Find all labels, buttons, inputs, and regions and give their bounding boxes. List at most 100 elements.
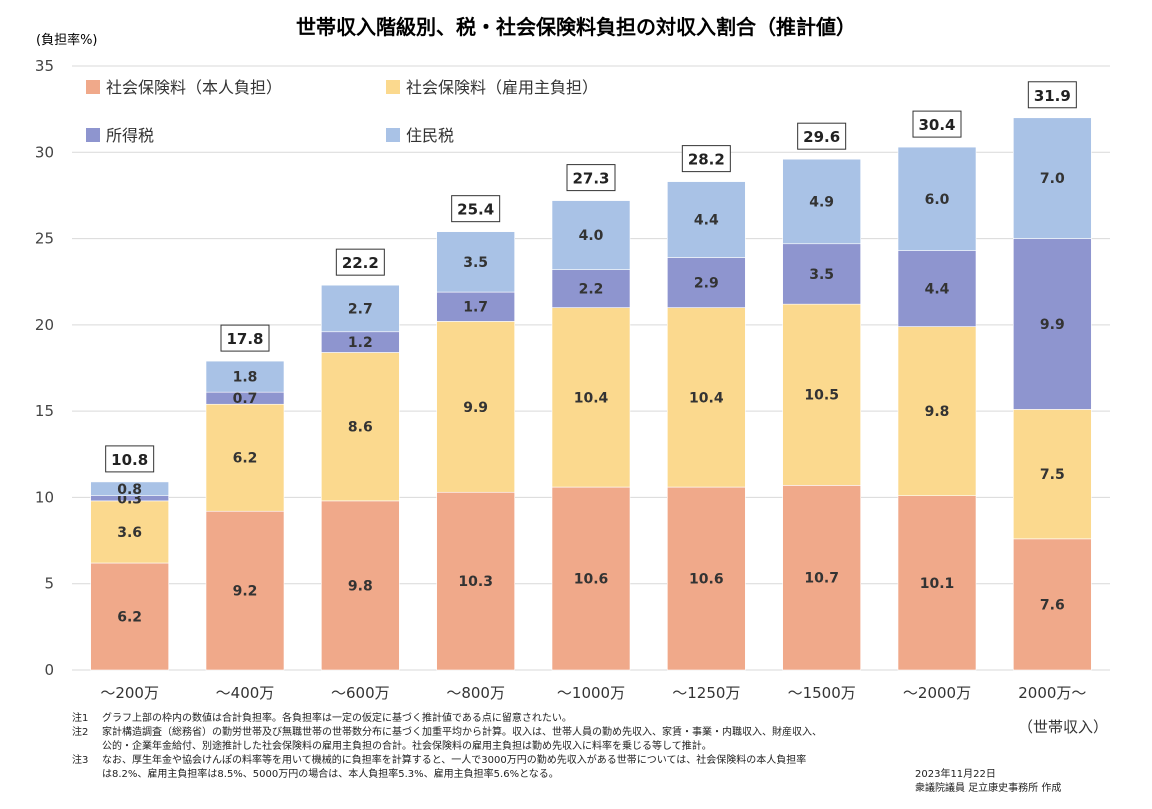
- legend-swatch: [386, 80, 400, 94]
- footnote-tag: 注2: [72, 727, 89, 738]
- footnote-text: 家計構造調査（総務省）の勤労世帯及び無職世帯の世帯数分布に基づく加重平均から計算…: [102, 727, 822, 738]
- footnote-tag: 注1: [72, 713, 89, 724]
- bar-segment: [90, 481, 169, 497]
- x-tick-label: ～1000万: [557, 684, 625, 702]
- data-label: 4.4: [694, 213, 719, 229]
- data-label: 3.5: [463, 255, 488, 271]
- bar-segment: [321, 500, 400, 671]
- bar-segment: [205, 403, 285, 512]
- y-tick-label: 15: [35, 402, 54, 420]
- data-label: 9.8: [348, 578, 373, 594]
- data-label: 7.5: [1040, 467, 1065, 483]
- bar-segment: [782, 303, 861, 486]
- bar-segment: [436, 491, 515, 671]
- footnote-text: グラフ上部の枠内の数値は合計負担率。各負担率は一定の仮定に基づく推計値である点に…: [102, 713, 572, 724]
- y-tick-label: 5: [44, 575, 54, 593]
- data-label: 6.2: [117, 610, 142, 626]
- data-label: 4.0: [579, 228, 604, 244]
- data-label: 4.4: [925, 282, 950, 298]
- bar-segment: [1013, 117, 1092, 239]
- data-label: 1.7: [463, 300, 488, 316]
- data-label: 10.5: [804, 388, 839, 404]
- bars: 6.23.60.30.810.89.26.20.71.817.89.88.61.…: [90, 81, 1092, 671]
- data-label: 2.2: [579, 282, 604, 298]
- legend-label: 所得税: [106, 126, 154, 145]
- total-box: [681, 145, 731, 173]
- bar-segment: [436, 321, 515, 493]
- legend-label: 住民税: [406, 126, 454, 145]
- bar-segment: [897, 326, 977, 497]
- total-label: 22.2: [342, 254, 379, 272]
- bar-segment: [436, 291, 515, 322]
- bar-segment: [667, 181, 746, 258]
- data-label: 3.6: [117, 525, 142, 541]
- total-box: [566, 164, 616, 192]
- bar-segment: [897, 250, 977, 327]
- total-label: 10.8: [111, 451, 148, 469]
- footnote-2-cont: 公的・企業年金給付、別途推計した社会保険料の雇用主負担の合計。社会保険料の雇用主…: [102, 741, 712, 752]
- total-label: 29.6: [803, 128, 840, 146]
- data-label: 10.1: [920, 576, 955, 592]
- y-tick-label: 0: [44, 661, 54, 679]
- bar-segment: [90, 500, 169, 564]
- legend-label: 社会保険料（本人負担）: [106, 78, 282, 97]
- total-label: 27.3: [572, 170, 609, 188]
- data-label: 7.6: [1040, 597, 1065, 613]
- legend-label: 社会保険料（雇用主負担）: [406, 78, 598, 97]
- total-box: [335, 248, 385, 276]
- data-label: 10.6: [689, 572, 724, 588]
- data-label: 6.0: [925, 192, 950, 208]
- bar-segment: [782, 243, 861, 305]
- x-axis-ticks: ～200万 ～400万 ～600万 ～800万 ～1000万 ～1250万 ～1500万 ～2…: [100, 684, 1086, 702]
- bar-segment: [1013, 538, 1092, 671]
- data-label: 2.7: [348, 301, 373, 317]
- x-tick-label: ～800万: [446, 684, 505, 702]
- bar-segment: [321, 352, 400, 502]
- y-tick-label: 10: [35, 488, 54, 506]
- bar-segment: [782, 158, 861, 245]
- bar-segment: [321, 284, 400, 333]
- total-box: [105, 445, 155, 473]
- footnote-3: 注3 なお、厚生年金や協会けんぽの料率等を用いて機械的に負担率を計算すると、一人…: [72, 754, 972, 768]
- bar-segment: [205, 510, 285, 671]
- data-label: 1.8: [233, 370, 258, 386]
- bar-segment: [551, 307, 631, 488]
- bar-segment: [1013, 409, 1092, 540]
- footnote-2: 注2 家計構造調査（総務省）の勤労世帯及び無職世帯の世帯数分布に基づく加重平均か…: [72, 726, 972, 740]
- data-label: 9.2: [233, 584, 258, 600]
- total-label: 31.9: [1034, 87, 1071, 105]
- data-label: 9.8: [925, 404, 950, 420]
- total-box: [1027, 81, 1077, 109]
- bar-segment: [551, 486, 631, 671]
- y-axis-label: (負担率%): [36, 32, 98, 48]
- x-axis-unit-label: （世帯収入）: [1018, 718, 1109, 736]
- credit-date: 2023年11月22日: [915, 769, 996, 780]
- total-box: [451, 195, 501, 223]
- data-label: 1.2: [348, 335, 373, 351]
- legend-swatch: [86, 128, 100, 142]
- total-box: [912, 110, 962, 138]
- data-label: 10.4: [689, 390, 724, 406]
- data-label: 10.6: [574, 572, 609, 588]
- footnote-3-cont: は8.2%、雇用主負担率は8.5%、5000万円の場合は、本人負担率5.3%、雇…: [102, 769, 559, 780]
- total-label: 30.4: [918, 116, 955, 134]
- data-label: 7.0: [1040, 171, 1065, 187]
- chart-title: 世帯収入階級別、税・社会保険料負担の対収入割合（推計値）: [296, 15, 856, 39]
- credit: 2023年11月22日 衆議院議員 足立康史事務所 作成: [915, 768, 1061, 796]
- legend: 社会保険料（本人負担） 社会保険料（雇用主負担） 所得税 住民税: [86, 78, 598, 145]
- y-tick-label: 20: [35, 316, 54, 334]
- bar-segment: [897, 146, 977, 251]
- data-label: 9.9: [1040, 317, 1065, 333]
- data-label: 4.9: [809, 194, 834, 210]
- x-tick-label: ～1500万: [788, 684, 856, 702]
- bar-segment: [667, 486, 746, 671]
- footnotes: 注1 グラフ上部の枠内の数値は合計負担率。各負担率は一定の仮定に基づく推計値であ…: [72, 712, 972, 782]
- bar-segment: [436, 231, 515, 293]
- y-tick-label: 35: [35, 57, 54, 75]
- data-label: 10.4: [574, 390, 609, 406]
- data-label: 3.5: [809, 267, 834, 283]
- data-label: 0.7: [233, 391, 258, 407]
- credit-author: 衆議院議員 足立康史事務所 作成: [915, 783, 1062, 794]
- data-label: 6.2: [233, 451, 258, 467]
- x-tick-label: ～200万: [100, 684, 159, 702]
